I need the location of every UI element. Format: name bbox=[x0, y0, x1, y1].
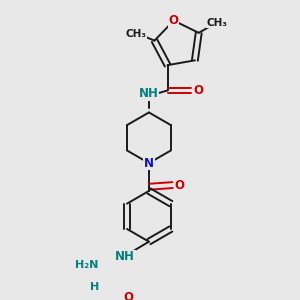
Text: O: O bbox=[193, 84, 203, 97]
Text: O: O bbox=[169, 14, 179, 27]
Text: H₂N: H₂N bbox=[75, 260, 98, 270]
Text: N: N bbox=[144, 157, 154, 169]
Text: CH₃: CH₃ bbox=[207, 18, 228, 28]
Text: O: O bbox=[124, 291, 134, 300]
Text: H: H bbox=[90, 282, 100, 292]
Text: NH: NH bbox=[115, 250, 135, 263]
Text: NH: NH bbox=[139, 87, 159, 101]
Text: CH₃: CH₃ bbox=[125, 29, 146, 39]
Text: O: O bbox=[174, 178, 184, 192]
